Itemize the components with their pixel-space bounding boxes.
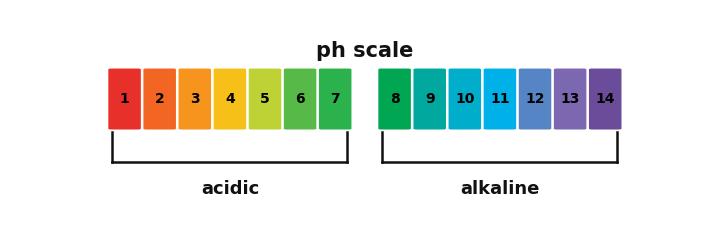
FancyBboxPatch shape bbox=[554, 69, 587, 130]
Text: acidic: acidic bbox=[201, 180, 259, 198]
FancyBboxPatch shape bbox=[319, 69, 352, 130]
Text: 6: 6 bbox=[295, 92, 305, 106]
Text: ph scale: ph scale bbox=[316, 41, 414, 61]
FancyBboxPatch shape bbox=[143, 69, 176, 130]
FancyBboxPatch shape bbox=[449, 69, 481, 130]
FancyBboxPatch shape bbox=[214, 69, 246, 130]
FancyBboxPatch shape bbox=[483, 69, 516, 130]
FancyBboxPatch shape bbox=[179, 69, 211, 130]
FancyBboxPatch shape bbox=[589, 69, 622, 130]
FancyBboxPatch shape bbox=[378, 69, 411, 130]
FancyBboxPatch shape bbox=[108, 69, 141, 130]
Text: 10: 10 bbox=[455, 92, 474, 106]
Text: 13: 13 bbox=[560, 92, 580, 106]
Text: 12: 12 bbox=[525, 92, 545, 106]
FancyBboxPatch shape bbox=[519, 69, 551, 130]
FancyBboxPatch shape bbox=[414, 69, 446, 130]
Text: 4: 4 bbox=[225, 92, 235, 106]
FancyBboxPatch shape bbox=[284, 69, 316, 130]
Text: 14: 14 bbox=[595, 92, 615, 106]
Text: 5: 5 bbox=[260, 92, 270, 106]
Text: 3: 3 bbox=[190, 92, 199, 106]
Text: 11: 11 bbox=[490, 92, 510, 106]
Text: 1: 1 bbox=[120, 92, 130, 106]
Text: 9: 9 bbox=[425, 92, 434, 106]
Text: 2: 2 bbox=[155, 92, 164, 106]
Text: alkaline: alkaline bbox=[460, 180, 540, 198]
Text: 7: 7 bbox=[330, 92, 340, 106]
FancyBboxPatch shape bbox=[248, 69, 281, 130]
Text: 8: 8 bbox=[389, 92, 399, 106]
